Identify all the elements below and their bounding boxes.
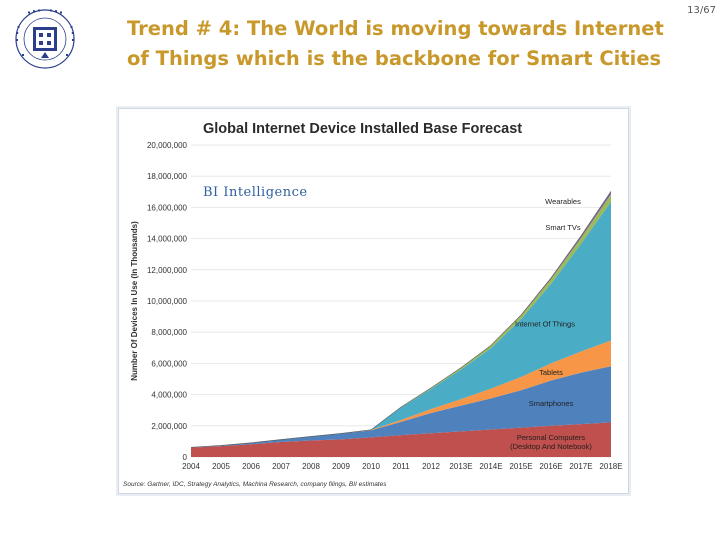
area-personal-computers-desktop-and-notebook [191, 422, 611, 457]
y-tick-label: 16,000,000 [147, 203, 188, 212]
y-tick-label: 2,000,000 [151, 422, 187, 431]
x-tick-label: 2017E [569, 462, 592, 471]
y-tick-label: 20,000,000 [147, 141, 188, 150]
chart-brand: BI Intelligence [203, 185, 308, 200]
area-total-outline [190, 191, 612, 448]
x-tick-label: 2006 [242, 462, 260, 471]
x-tick-label: 2009 [332, 462, 350, 471]
y-tick-label: 0 [183, 453, 188, 462]
y-axis-label: Number Of Devices In Use (In Thousands) [130, 221, 139, 381]
y-tick-label: 8,000,000 [151, 328, 187, 337]
chart-canvas: Global Internet Device Installed Base Fo… [123, 121, 623, 488]
series-label: Smartphones [529, 399, 574, 408]
y-tick-label: 18,000,000 [147, 172, 188, 181]
y-tick-label: 4,000,000 [151, 391, 187, 400]
series-label: (Desktop And Notebook) [510, 442, 592, 451]
y-tick-label: 12,000,000 [147, 266, 188, 275]
x-tick-label: 2015E [509, 462, 532, 471]
x-tick-label: 2007 [272, 462, 290, 471]
x-tick-label: 2010 [362, 462, 380, 471]
y-tick-label: 14,000,000 [147, 235, 188, 244]
device-forecast-chart: Global Internet Device Installed Base Fo… [118, 108, 629, 494]
series-label: Wearables [545, 197, 581, 206]
series-label: Tablets [539, 368, 563, 377]
y-axis-ticks: 0 2,000,000 4,000,000 6,000,000 8,000,000 10,… [147, 141, 188, 462]
x-tick-label: 2011 [392, 462, 410, 471]
x-tick-label: 2013E [449, 462, 472, 471]
slide-title: Trend # 4: The World is moving towards I… [127, 14, 702, 74]
university-logo [15, 9, 75, 69]
x-tick-label: 2014E [479, 462, 502, 471]
slide-title-line-2: of Things which is the backbone for Smar… [127, 47, 662, 70]
series-label: Internet Of Things [515, 320, 575, 329]
x-tick-label: 2012 [422, 462, 440, 471]
chart-areas [190, 191, 612, 457]
series-label: Personal Computers [517, 433, 586, 442]
x-tick-label: 2008 [302, 462, 320, 471]
series-label: Smart TVs [545, 223, 581, 232]
y-tick-label: 6,000,000 [151, 359, 187, 368]
chart-title: Global Internet Device Installed Base Fo… [203, 121, 522, 137]
x-tick-label: 2005 [212, 462, 230, 471]
x-axis-ticks: 2004 2005 2006 2007 2008 2009 2010 2011 2012 2013… [182, 462, 622, 471]
slide-title-line-1: Trend # 4: The World is moving towards I… [127, 17, 664, 40]
x-tick-label: 2018E [599, 462, 622, 471]
chart-source: Source: Gartner, IDC, Strategy Analytics… [123, 481, 387, 488]
y-tick-label: 10,000,000 [147, 297, 188, 306]
page-number: 13/67 [687, 5, 716, 16]
x-tick-label: 2004 [182, 462, 200, 471]
x-tick-label: 2016E [539, 462, 562, 471]
series-labels: Personal Computers(Desktop And Notebook)… [510, 197, 592, 451]
area-internet-of-things [191, 201, 611, 448]
area-smartphones [191, 366, 611, 448]
